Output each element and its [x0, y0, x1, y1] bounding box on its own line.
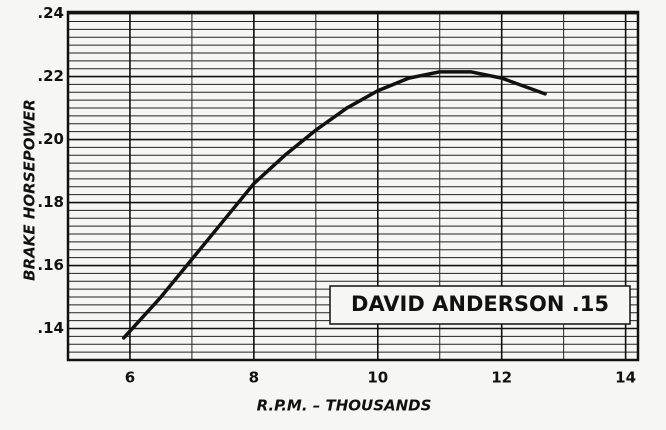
y-axis-label: BRAKE HORSEPOWER	[21, 99, 39, 281]
y-tick-label: .22	[37, 67, 64, 85]
annotation: DAVID ANDERSON .15	[351, 292, 609, 316]
plot-frame	[66, 10, 640, 362]
y-tick-label: .16	[37, 256, 64, 274]
y-tick-label: .18	[37, 193, 64, 211]
x-tick-label: 14	[615, 369, 636, 387]
x-tick-label: 10	[367, 369, 388, 387]
annotation-box	[329, 285, 631, 325]
curve	[122, 70, 547, 340]
x-tick-label: 8	[249, 369, 259, 387]
x-tick-label: 6	[125, 369, 135, 387]
y-tick-label: .14	[37, 319, 64, 337]
x-axis-label: R.P.M. – THOUSANDS	[257, 397, 432, 415]
y-tick-label: .20	[37, 130, 64, 148]
x-tick-label: 12	[491, 369, 512, 387]
y-tick-label: .24	[37, 4, 64, 22]
